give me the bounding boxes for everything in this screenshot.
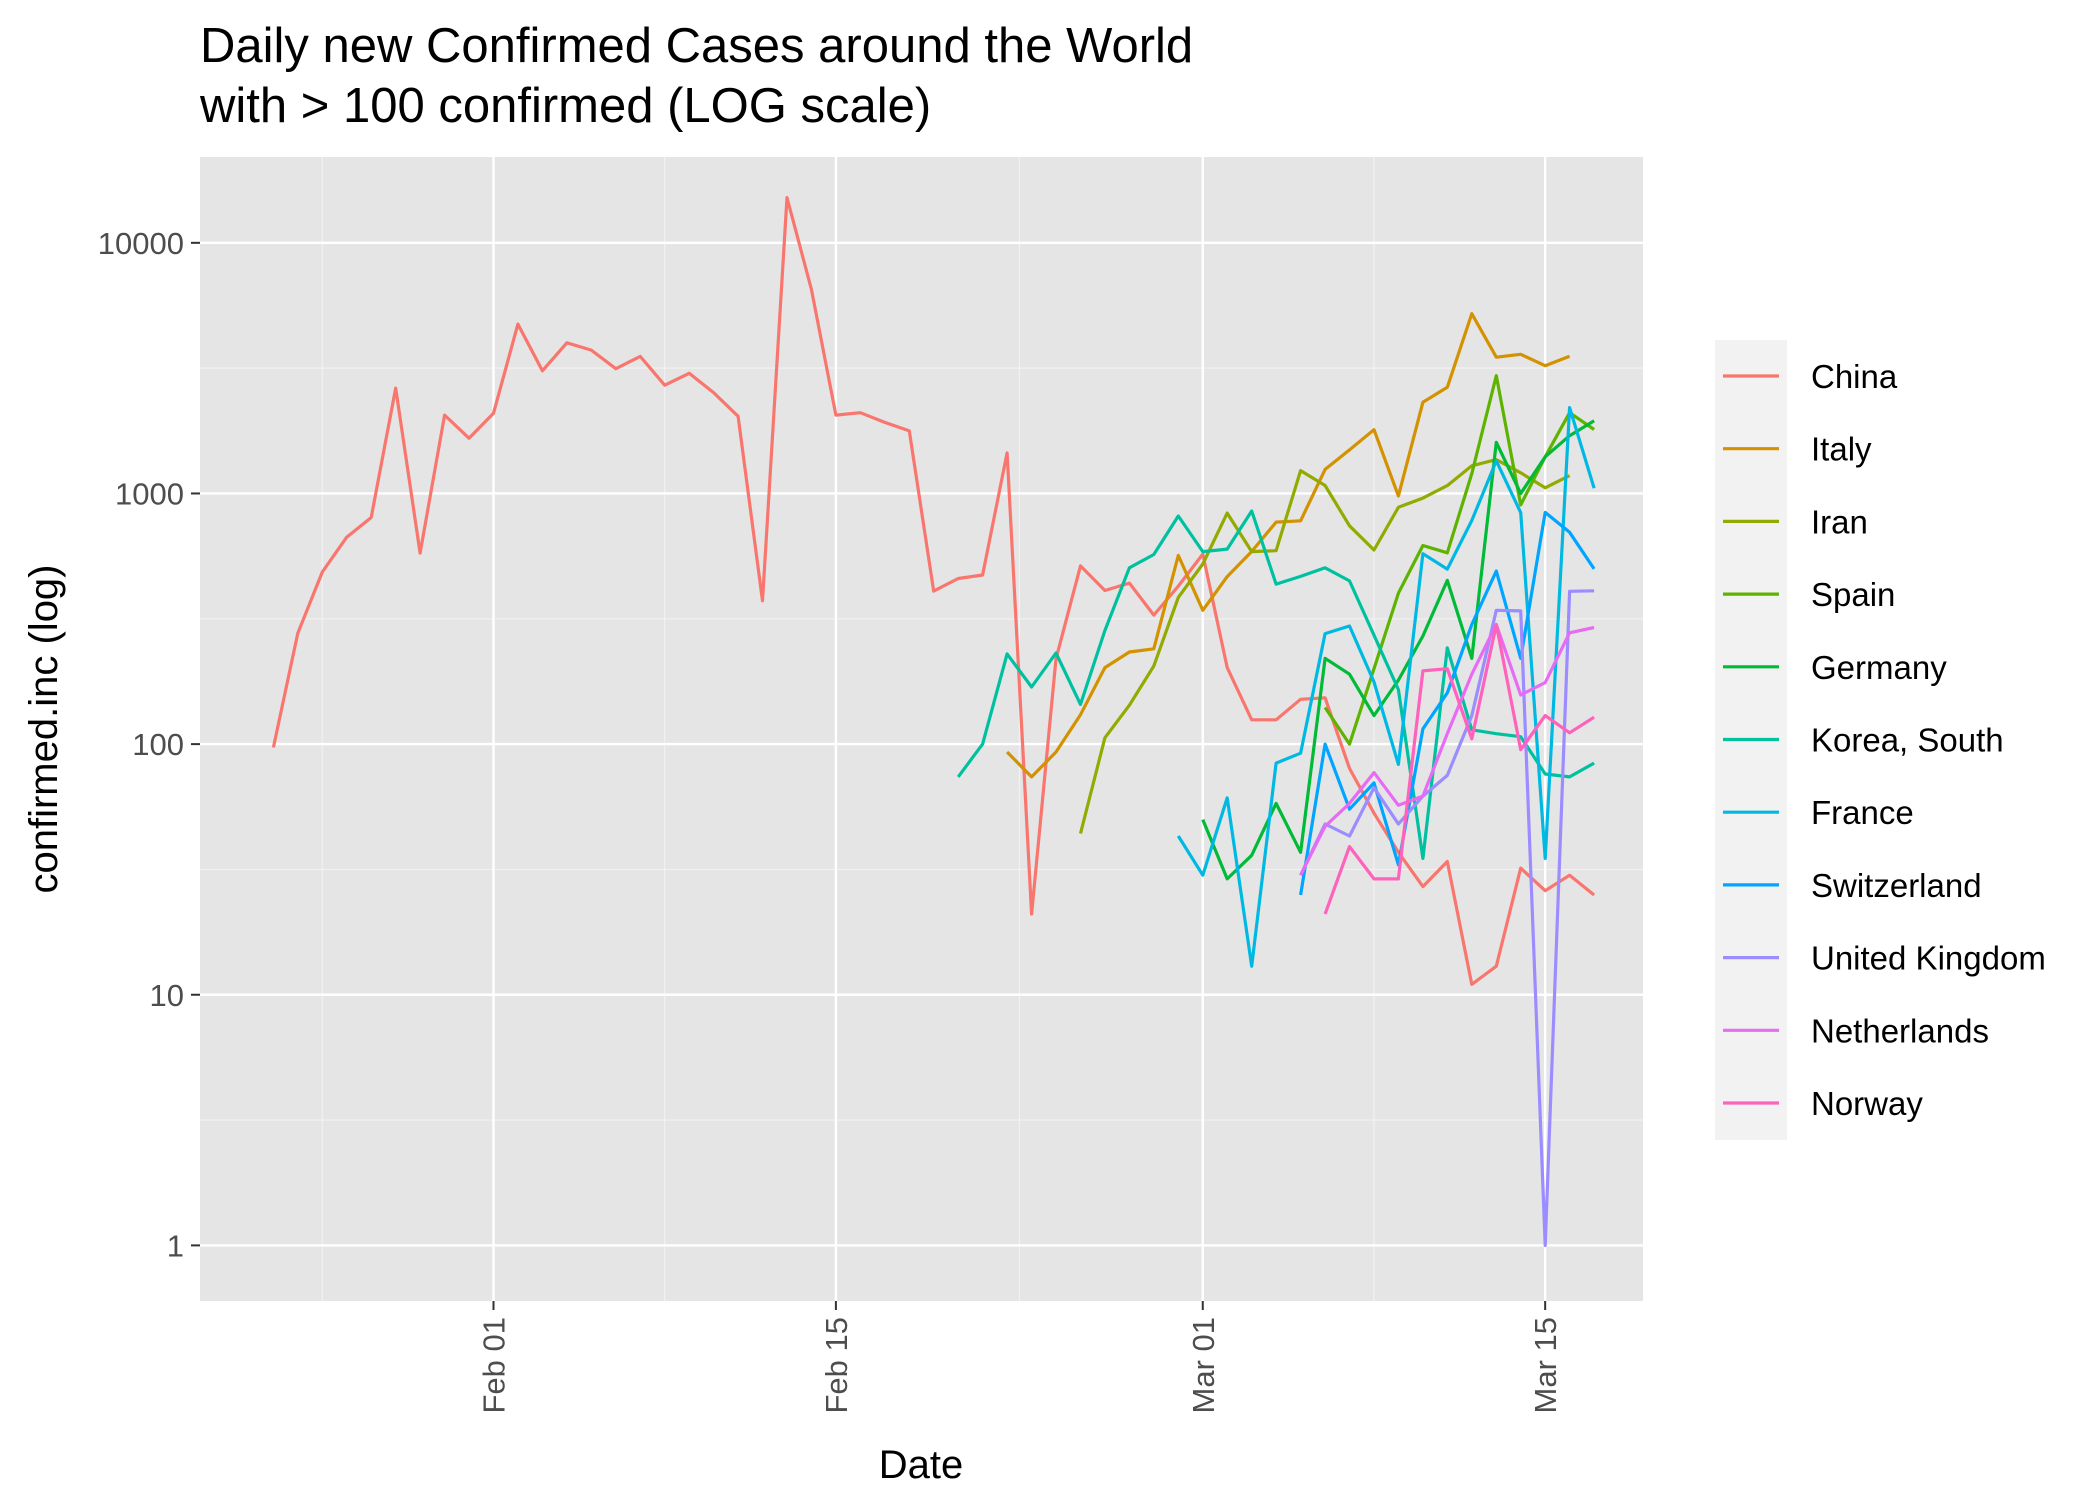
x-tick-label: Feb 01	[476, 1317, 511, 1414]
y-axis-title: confirmed.inc (log)	[22, 564, 66, 893]
plot-panel	[200, 157, 1643, 1301]
y-tick-label: 1	[167, 1228, 184, 1263]
series-line-italy	[1005, 312, 1571, 779]
legend-label-italy: Italy	[1811, 431, 1872, 468]
series-line-norway	[1323, 622, 1595, 915]
legend-label-germany: Germany	[1811, 649, 1947, 686]
y-tick-label: 10000	[98, 226, 184, 261]
x-tick-label: Feb 15	[819, 1317, 854, 1414]
series-line-france	[1176, 406, 1596, 968]
series-line-iran	[1078, 458, 1571, 834]
series-layer	[271, 196, 1596, 1248]
x-tick-label: Mar 01	[1186, 1317, 1221, 1413]
series-line-united-kingdom	[1299, 589, 1595, 1248]
legend-label-switzerland: Switzerland	[1811, 867, 1982, 904]
legend-label-korea-south: Korea, South	[1811, 722, 2004, 759]
series-line-china	[271, 196, 1596, 987]
x-axis: Feb 01 Feb 15 Mar 01 Mar 15	[476, 1301, 1563, 1414]
grid-minor	[200, 157, 1643, 1301]
series-line-korea-south	[956, 509, 1595, 861]
legend-label-china: China	[1811, 358, 1898, 395]
chart-title: Daily new Confirmed Cases around the Wor…	[200, 19, 1193, 73]
y-tick-label: 1000	[115, 476, 184, 511]
legend-label-netherlands: Netherlands	[1811, 1012, 1989, 1049]
chart-subtitle: with > 100 confirmed (LOG scale)	[199, 79, 931, 133]
series-line-spain	[1323, 374, 1596, 746]
legend-label-iran: Iran	[1811, 503, 1868, 540]
grid-major	[200, 157, 1643, 1301]
series-line-netherlands	[1299, 622, 1595, 876]
y-tick-label: 10	[150, 978, 184, 1013]
y-tick-label: 100	[132, 727, 184, 762]
legend-label-united-kingdom: United Kingdom	[1811, 940, 2046, 977]
series-line-switzerland	[1299, 510, 1596, 896]
legend-label-spain: Spain	[1811, 576, 1895, 613]
x-tick-label: Mar 15	[1528, 1317, 1563, 1413]
legend: China Italy Iran Spain Germany Korea, South Fr…	[1723, 358, 2046, 1122]
legend-label-france: France	[1811, 794, 1914, 831]
y-axis: 1 10 100 1000 10000	[98, 226, 200, 1263]
x-axis-title: Date	[879, 1443, 964, 1487]
legend-label-norway: Norway	[1811, 1085, 1923, 1122]
